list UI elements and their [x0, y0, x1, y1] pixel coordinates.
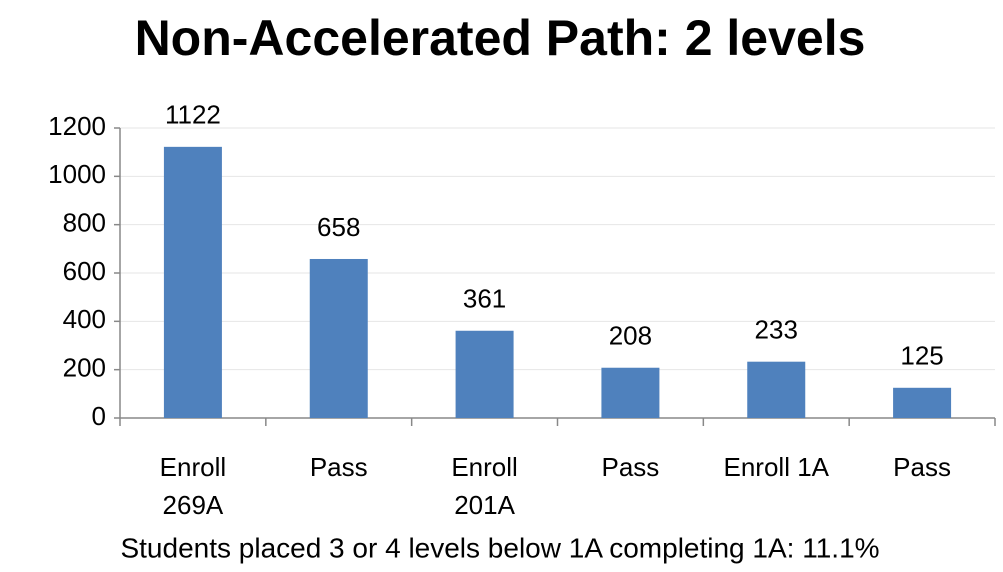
data-label: 208 [609, 321, 652, 351]
bar [601, 367, 660, 418]
data-label: 233 [755, 315, 798, 345]
data-label: 361 [463, 284, 506, 314]
bar [893, 387, 952, 418]
bar [309, 258, 368, 418]
y-tick-label: 800 [63, 208, 106, 238]
x-tick-label: Enroll 1A [723, 452, 830, 482]
data-label: 658 [317, 212, 360, 242]
y-tick-label: 200 [63, 353, 106, 383]
y-tick-label: 1200 [48, 111, 106, 141]
bar [747, 361, 806, 418]
data-label: 1122 [165, 100, 221, 130]
x-tick-label: Pass [893, 452, 951, 482]
x-tick-label: Pass [601, 452, 660, 482]
x-tick-label: Enroll 201A [451, 452, 518, 520]
x-tick-label: Enroll 269A [159, 452, 227, 520]
x-tick-label: Pass [309, 452, 368, 482]
bar [163, 146, 222, 418]
y-tick-label: 600 [63, 256, 106, 286]
chart-title: Non-Accelerated Path: 2 levels [135, 10, 866, 66]
y-tick-label: 1000 [48, 159, 106, 189]
y-tick-label: 0 [92, 401, 106, 431]
annotation: Students placed 3 or 4 levels below 1A c… [120, 532, 879, 563]
data-label: 125 [900, 341, 943, 371]
y-tick-label: 400 [63, 304, 106, 334]
bar [455, 330, 514, 418]
